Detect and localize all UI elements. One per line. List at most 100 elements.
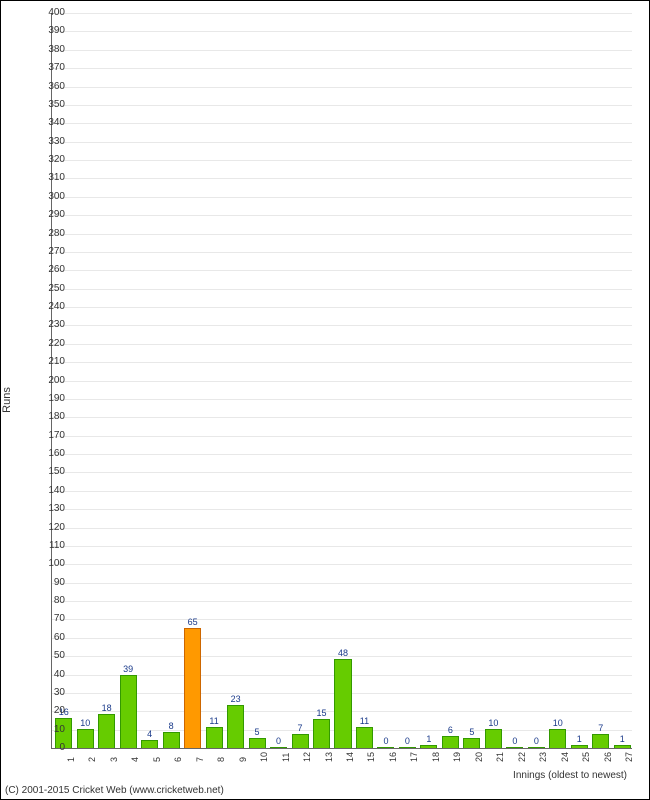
y-tick-label: 100 — [35, 559, 65, 569]
bar-value-label: 0 — [507, 736, 522, 746]
gridline — [52, 307, 632, 308]
bar-value-label: 23 — [228, 694, 243, 704]
gridline — [52, 197, 632, 198]
bar: 1 — [571, 745, 588, 748]
bar: 5 — [249, 738, 266, 748]
bar: 7 — [592, 734, 609, 748]
y-tick-label: 290 — [35, 210, 65, 220]
gridline — [52, 234, 632, 235]
x-tick-label: 8 — [216, 757, 226, 762]
x-tick-label: 7 — [195, 757, 205, 762]
bar: 0 — [528, 747, 545, 748]
bar: 1 — [614, 745, 631, 748]
gridline — [52, 509, 632, 510]
gridline — [52, 417, 632, 418]
x-tick-label: 19 — [452, 752, 462, 762]
bar-value-label: 10 — [78, 718, 93, 728]
bar-value-label: 10 — [550, 718, 565, 728]
gridline — [52, 472, 632, 473]
bar: 15 — [313, 719, 330, 748]
y-axis-label: Runs — [1, 387, 13, 413]
x-tick-label: 11 — [281, 753, 291, 762]
y-tick-label: 260 — [35, 265, 65, 275]
y-tick-label: 330 — [35, 137, 65, 147]
x-tick-label: 17 — [409, 752, 419, 762]
x-tick-label: 4 — [130, 757, 140, 762]
bar: 4 — [141, 740, 158, 748]
bar: 0 — [377, 747, 394, 748]
gridline — [52, 399, 632, 400]
bar-value-label: 5 — [250, 727, 265, 737]
x-tick-label: 20 — [474, 752, 484, 762]
y-tick-label: 160 — [35, 449, 65, 459]
gridline — [52, 564, 632, 565]
x-tick-label: 25 — [581, 752, 591, 762]
chart-frame: Runs 16110218339445866571182395100117121… — [0, 0, 650, 800]
x-tick-label: 26 — [603, 752, 613, 762]
gridline — [52, 619, 632, 620]
y-tick-label: 320 — [35, 155, 65, 165]
plot-area: 1611021833944586657118239510011712151348… — [51, 13, 632, 749]
bar-value-label: 1 — [421, 734, 436, 744]
gridline — [52, 325, 632, 326]
bar: 7 — [292, 734, 309, 748]
gridline — [52, 215, 632, 216]
y-tick-label: 120 — [35, 523, 65, 533]
y-tick-label: 130 — [35, 504, 65, 514]
x-tick-label: 2 — [87, 757, 97, 762]
bar-value-label: 0 — [529, 736, 544, 746]
gridline — [52, 601, 632, 602]
bar-value-label: 11 — [207, 716, 222, 726]
bar: 10 — [549, 729, 566, 748]
bar-value-label: 4 — [142, 729, 157, 739]
y-tick-label: 170 — [35, 431, 65, 441]
y-tick-label: 150 — [35, 467, 65, 477]
gridline — [52, 142, 632, 143]
x-tick-label: 6 — [173, 757, 183, 762]
gridline — [52, 583, 632, 584]
y-tick-label: 350 — [35, 100, 65, 110]
bar-value-label: 48 — [335, 648, 350, 658]
bar: 5 — [463, 738, 480, 748]
bar-value-label: 7 — [593, 723, 608, 733]
y-tick-label: 40 — [35, 670, 65, 680]
y-tick-label: 0 — [35, 743, 65, 753]
bar: 0 — [270, 747, 287, 748]
bar-value-label: 8 — [164, 721, 179, 731]
y-tick-label: 270 — [35, 247, 65, 257]
y-tick-label: 30 — [35, 688, 65, 698]
gridline — [52, 87, 632, 88]
y-tick-label: 230 — [35, 320, 65, 330]
x-tick-label: 27 — [624, 752, 634, 762]
x-tick-label: 23 — [538, 752, 548, 762]
y-tick-label: 200 — [35, 376, 65, 386]
bar: 23 — [227, 705, 244, 748]
x-tick-label: 18 — [431, 752, 441, 762]
bar: 65 — [184, 628, 201, 748]
y-tick-label: 310 — [35, 173, 65, 183]
gridline — [52, 13, 632, 14]
x-tick-label: 13 — [324, 752, 334, 762]
bar: 48 — [334, 659, 351, 748]
gridline — [52, 50, 632, 51]
bar: 6 — [442, 736, 459, 748]
gridline — [52, 546, 632, 547]
bar: 0 — [506, 747, 523, 748]
bar-value-label: 1 — [572, 734, 587, 744]
gridline — [52, 289, 632, 290]
y-tick-label: 20 — [35, 706, 65, 716]
y-tick-label: 80 — [35, 596, 65, 606]
x-tick-label: 24 — [560, 752, 570, 762]
bar-value-label: 39 — [121, 664, 136, 674]
x-tick-label: 22 — [517, 752, 527, 762]
bar: 1 — [420, 745, 437, 748]
gridline — [52, 31, 632, 32]
y-tick-label: 60 — [35, 633, 65, 643]
bar: 0 — [399, 747, 416, 748]
gridline — [52, 381, 632, 382]
y-tick-label: 380 — [35, 45, 65, 55]
bar-value-label: 0 — [271, 736, 286, 746]
gridline — [52, 436, 632, 437]
bar-value-label: 11 — [357, 716, 372, 726]
gridline — [52, 178, 632, 179]
